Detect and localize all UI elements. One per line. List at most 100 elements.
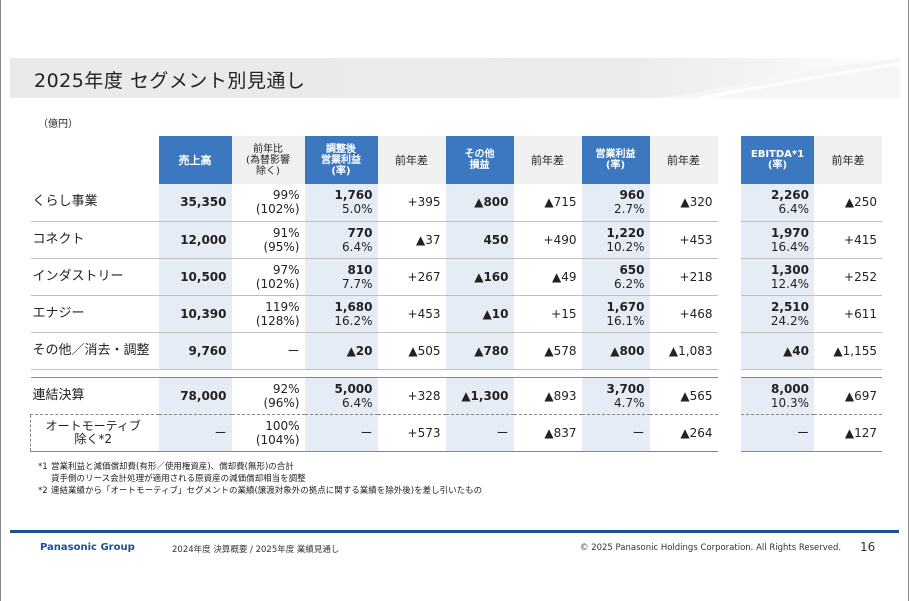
header-adjusted-op-profit: 調整後 営業利益 (率) — [304, 136, 378, 184]
gap-cell — [231, 369, 305, 378]
yoy-ratio-cell: 92% (96%) — [231, 377, 305, 415]
sales-cell: 10,390 — [158, 295, 232, 333]
diff-2-cell: ▲715 — [513, 184, 582, 222]
adjusted-op-rate: 5.0% — [342, 202, 373, 217]
diff-1-cell: +573 — [377, 414, 446, 452]
gap-cell — [649, 369, 718, 378]
ebitda-rate: 6.4% — [778, 202, 810, 217]
row-label: 連結決算 — [30, 377, 159, 415]
op-profit-value: 3,700 — [606, 381, 645, 396]
diff-2-cell: ▲49 — [513, 258, 582, 296]
segment-forecast-table: 売上高 前年比 (為替影響 除く) 調整後 営業利益 (率) 前年差 その他 損益 前年差… — [30, 136, 718, 452]
yoy-ratio-line-2: (95%) — [263, 239, 300, 254]
table-row: コネクト 12,000 91% (95%) 770 6.4% ▲37 450 +490 1,220… — [30, 221, 718, 259]
table-row: その他／消去・調整 9,760 ー ▲20 ▲505 ▲780 ▲578 ▲800 ▲1,083 — [30, 332, 718, 370]
footnotes: *1 営業利益と減価償却費(有形／使用権資産)、償却費(無形)の合計 貸手側のリース… — [38, 461, 482, 497]
diff-1-cell: ▲37 — [377, 221, 446, 259]
adjusted-op-cell: 5,000 6.4% — [304, 377, 378, 415]
diff-4-cell: ▲250 — [814, 184, 882, 222]
footnote: *1 営業利益と減価償却費(有形／使用権資産)、償却費(無形)の合計 — [38, 461, 482, 473]
adjusted-op-value: 1,760 — [334, 188, 373, 203]
diff-2-cell: ▲893 — [513, 377, 582, 415]
header-row: 売上高 前年比 (為替影響 除く) 調整後 営業利益 (率) 前年差 その他 損益 前年差… — [30, 136, 718, 184]
op-profit-value: 1,670 — [606, 299, 645, 314]
op-profit-cell: 3,700 4.7% — [581, 377, 650, 415]
other-pl-cell: ▲160 — [445, 258, 514, 296]
diff-3-cell: +218 — [649, 258, 718, 296]
ebitda-table-row: ー ▲127 — [741, 414, 882, 452]
footnote-key: *1 — [38, 462, 48, 472]
yoy-ratio-cell: 97% (102%) — [231, 258, 305, 296]
ebitda-rate: 24.2% — [770, 313, 809, 328]
gap-cell — [377, 369, 446, 378]
op-profit-cell: 1,220 10.2% — [581, 221, 650, 259]
ebitda-table-row: 8,000 10.3% ▲697 — [741, 377, 882, 415]
ebitda-rate: 16.4% — [770, 239, 809, 254]
yoy-ratio-cell: 91% (95%) — [231, 221, 305, 259]
adjusted-op-cell: 810 7.7% — [304, 258, 378, 296]
yoy-ratio-line-1: 91% — [272, 225, 300, 240]
ebitda-cell: ▲40 — [741, 332, 814, 370]
other-pl-cell: 450 — [445, 221, 514, 259]
yoy-ratio-line-2: (102%) — [255, 202, 300, 217]
sales-cell: 9,760 — [158, 332, 232, 370]
op-profit-rate: 16.1% — [606, 313, 645, 328]
gap-cell — [158, 369, 232, 378]
adjusted-op-value: 810 — [347, 262, 373, 277]
yoy-ratio-line-2: (128%) — [255, 313, 300, 328]
other-pl-cell: ▲10 — [445, 295, 514, 333]
footer-document-title: 2024年度 決算概要 / 2025年度 業績見通し — [172, 545, 340, 555]
adjusted-op-rate: 6.4% — [342, 395, 373, 410]
diff-4-cell: ▲127 — [814, 414, 882, 452]
ebitda-table-row: ▲40 ▲1,155 — [741, 332, 882, 370]
row-label-line-1: オートモーティブ — [45, 418, 141, 433]
unit-label: （億円） — [38, 119, 78, 130]
footer-rule — [10, 530, 899, 533]
diff-1-cell: +453 — [377, 295, 446, 333]
ebitda-value: 2,510 — [771, 299, 809, 314]
other-pl-cell: ▲800 — [445, 184, 514, 222]
ebitda-cell: 1,300 12.4% — [741, 258, 814, 296]
yoy-ratio-line-2: (102%) — [255, 276, 300, 291]
diff-1-cell: +395 — [377, 184, 446, 222]
footnote-key: *2 — [38, 486, 48, 496]
op-profit-cell: ー — [581, 414, 650, 452]
row-label: インダストリー — [30, 258, 159, 296]
footnote: 貸手側のリース会計処理が適用される原資産の減価償却相当を調整 — [38, 473, 482, 485]
row-label: コネクト — [30, 221, 159, 259]
adjusted-op-value: 770 — [347, 225, 373, 240]
title-swoosh-decoration — [660, 58, 900, 98]
footer-copyright: © 2025 Panasonic Holdings Corporation. A… — [580, 543, 842, 553]
ebitda-header-row: EBITDA*1 (率) 前年差 — [741, 136, 882, 184]
row-label: オートモーティブ 除く*2 — [30, 414, 159, 452]
yoy-ratio-cell: 99% (102%) — [231, 184, 305, 222]
adjusted-op-cell: 1,760 5.0% — [304, 184, 378, 222]
diff-1-cell: +328 — [377, 377, 446, 415]
ebitda-table: EBITDA*1 (率) 前年差 2,260 6.4% ▲250 1,970 16.4% +… — [741, 136, 882, 452]
page-title: 2025年度 セグメント別見通し — [34, 70, 306, 92]
ebitda-rate: 10.3% — [770, 395, 809, 410]
ebitda-rate: 12.4% — [770, 276, 809, 291]
ebitda-value: 8,000 — [771, 381, 809, 396]
diff-4-cell: ▲697 — [814, 377, 882, 415]
ebitda-value: 1,970 — [771, 225, 809, 240]
header-op-profit: 営業利益 (率) — [581, 136, 650, 184]
footnote-text: 連結業績から「オートモーティブ」セグメントの業績(譲渡対象外の拠点に関する業績を… — [51, 486, 483, 496]
diff-3-cell: ▲565 — [649, 377, 718, 415]
sales-cell: 35,350 — [158, 184, 232, 222]
diff-4-cell: +252 — [814, 258, 882, 296]
footnote-text: 貸手側のリース会計処理が適用される原資産の減価償却相当を調整 — [51, 474, 306, 484]
page-number: 16 — [860, 540, 876, 554]
table-row: 連結決算 78,000 92% (96%) 5,000 6.4% +328 ▲1,300 ▲89… — [30, 377, 718, 415]
op-profit-value: 1,220 — [606, 225, 645, 240]
diff-2-cell: +15 — [513, 295, 582, 333]
gap-cell — [30, 369, 159, 378]
table-row: くらし事業 35,350 99% (102%) 1,760 5.0% +395 ▲800 ▲71… — [30, 184, 718, 222]
yoy-ratio-line-1: 92% — [272, 381, 300, 396]
header-other-pl: その他 損益 — [445, 136, 514, 184]
ebitda-table-row: 2,510 24.2% +611 — [741, 295, 882, 333]
op-profit-rate: 4.7% — [614, 395, 645, 410]
other-pl-cell: ー — [445, 414, 514, 452]
yoy-ratio-cell: ー — [231, 332, 305, 370]
table-row: エナジー 10,390 119% (128%) 1,680 16.2% +453 ▲10 +15… — [30, 295, 718, 333]
